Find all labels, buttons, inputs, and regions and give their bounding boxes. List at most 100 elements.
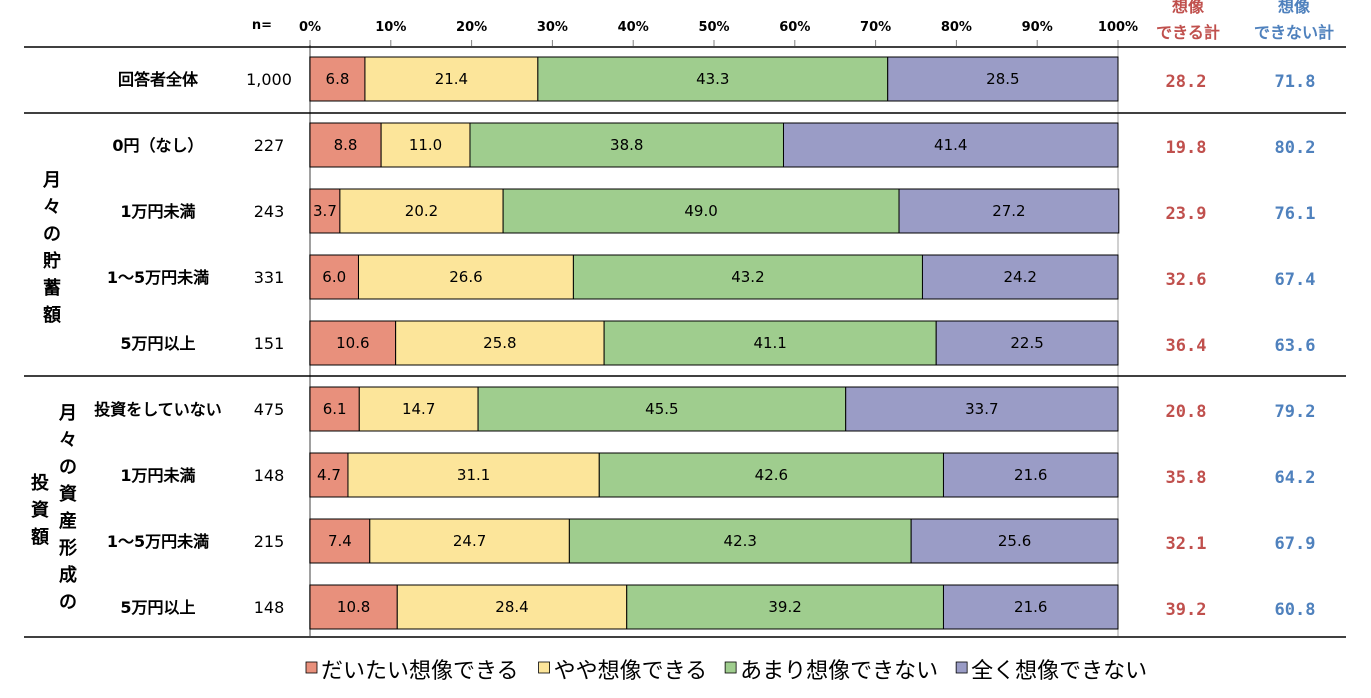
total-can-value: 23.9 xyxy=(1166,204,1207,224)
group-label-investment: 々 xyxy=(59,430,77,451)
bar-data-label: 45.5 xyxy=(645,400,678,418)
bar-segment xyxy=(572,254,923,300)
bar-segment xyxy=(626,584,944,630)
group-label-investment: 資 xyxy=(31,500,49,521)
bar-segment xyxy=(469,122,784,168)
x-tick-label: 60% xyxy=(779,20,810,35)
bar-data-label: 11.0 xyxy=(409,136,442,154)
bar-segment xyxy=(358,386,479,432)
bar-data-label: 25.8 xyxy=(483,334,516,352)
group-label-savings: 貯 xyxy=(43,250,61,272)
bar-data-label: 24.7 xyxy=(453,532,486,550)
total-can-value: 28.2 xyxy=(1166,72,1207,92)
total-cannot-value: 76.1 xyxy=(1275,204,1316,224)
bar-segment xyxy=(309,584,398,630)
bar-data-label: 20.2 xyxy=(405,202,438,220)
bar-segment xyxy=(782,122,1119,168)
bar-segment xyxy=(598,452,944,498)
total-can-header-line2: できる計 xyxy=(1156,23,1220,42)
group-label-investment: 月 xyxy=(58,403,77,424)
bar-segment xyxy=(568,518,912,564)
bar-data-label: 33.7 xyxy=(965,400,998,418)
group-label-savings: 蓄 xyxy=(43,278,61,299)
bar-segment xyxy=(395,320,605,366)
bar-data-label: 43.3 xyxy=(696,70,729,88)
bar-segment xyxy=(910,518,1119,564)
bar-data-label: 21.6 xyxy=(1014,598,1047,616)
total-cannot-header-line1: 想像 xyxy=(1277,0,1311,16)
row-label: 1～5万円未満 xyxy=(107,268,209,287)
bar-segment xyxy=(396,584,628,630)
total-cannot-value: 79.2 xyxy=(1275,402,1316,422)
legend-swatch xyxy=(538,661,550,674)
bar-segment xyxy=(942,452,1119,498)
bar-data-label: 41.4 xyxy=(934,136,967,154)
bar-segment xyxy=(935,320,1119,366)
total-can-value: 35.8 xyxy=(1166,468,1207,488)
bar-segment xyxy=(603,320,937,366)
total-cannot-value: 80.2 xyxy=(1275,138,1316,158)
bar-data-label: 39.2 xyxy=(768,598,801,616)
group-label-savings: 月 xyxy=(42,170,61,191)
legend-swatch xyxy=(955,661,968,674)
row-n-value: 227 xyxy=(254,136,285,155)
legend-swatch xyxy=(724,661,737,674)
bar-segment xyxy=(309,188,341,234)
bar-segment xyxy=(898,188,1120,234)
row-label: 1万円未満 xyxy=(120,202,195,221)
bar-data-label: 28.5 xyxy=(986,70,1019,88)
row-label: 5万円以上 xyxy=(120,334,195,353)
row-label: 投資をしていない xyxy=(94,400,222,419)
bar-segment xyxy=(921,254,1119,300)
legend-swatch xyxy=(305,661,318,674)
bar-data-label: 6.8 xyxy=(326,70,350,88)
x-tick-label: 100% xyxy=(1098,20,1138,35)
bar-segment xyxy=(309,320,397,366)
group-label-investment: 資 xyxy=(59,484,77,505)
total-cannot-value: 67.9 xyxy=(1275,534,1316,554)
row-label: 0円（なし） xyxy=(112,136,203,155)
x-tick-label: 10% xyxy=(375,20,406,35)
group-label-investment: 額 xyxy=(30,526,49,548)
bar-segment xyxy=(537,56,889,102)
x-tick-label: 50% xyxy=(698,20,729,35)
bar-segment xyxy=(364,56,539,102)
bar-data-label: 25.6 xyxy=(998,532,1031,550)
row-n-value: 148 xyxy=(254,466,285,485)
legend-label: あまり想像できない xyxy=(740,659,938,684)
bar-segment xyxy=(347,452,600,498)
group-label-savings: 額 xyxy=(42,304,61,326)
n-header: n= xyxy=(252,18,272,33)
total-cannot-value: 63.6 xyxy=(1275,336,1316,356)
total-cannot-value: 60.8 xyxy=(1275,600,1316,620)
group-label-investment: の xyxy=(59,457,77,478)
total-can-value: 32.1 xyxy=(1166,534,1207,554)
bar-data-label: 3.7 xyxy=(313,202,337,220)
x-tick-label: 90% xyxy=(1022,20,1053,35)
bar-data-label: 24.2 xyxy=(1004,268,1037,286)
row-label: 5万円以上 xyxy=(120,598,195,617)
x-tick-label: 70% xyxy=(860,20,891,35)
row-label: 回答者全体 xyxy=(118,70,199,89)
group-label-investment: 形 xyxy=(59,538,77,559)
bar-segment xyxy=(845,386,1119,432)
group-label-savings: 々 xyxy=(43,197,61,218)
bar-data-label: 26.6 xyxy=(449,268,482,286)
legend-label: だいたい想像できる xyxy=(321,659,519,684)
group-label-investment: 産 xyxy=(59,510,77,532)
row-label: 1～5万円未満 xyxy=(107,532,209,551)
bar-segment xyxy=(477,386,847,432)
bar-segment xyxy=(309,56,366,102)
bar-data-label: 6.1 xyxy=(323,400,347,418)
bar-data-label: 14.7 xyxy=(402,400,435,418)
group-label-investment: の xyxy=(59,592,77,613)
bar-data-label: 7.4 xyxy=(328,532,352,550)
row-n-value: 243 xyxy=(254,202,285,221)
row-n-value: 148 xyxy=(254,598,285,617)
row-n-value: 331 xyxy=(254,268,285,287)
total-cannot-value: 67.4 xyxy=(1275,270,1316,290)
bar-data-label: 21.6 xyxy=(1014,466,1047,484)
bar-data-label: 42.6 xyxy=(755,466,788,484)
x-tick-label: 30% xyxy=(537,20,568,35)
total-can-value: 32.6 xyxy=(1166,270,1207,290)
